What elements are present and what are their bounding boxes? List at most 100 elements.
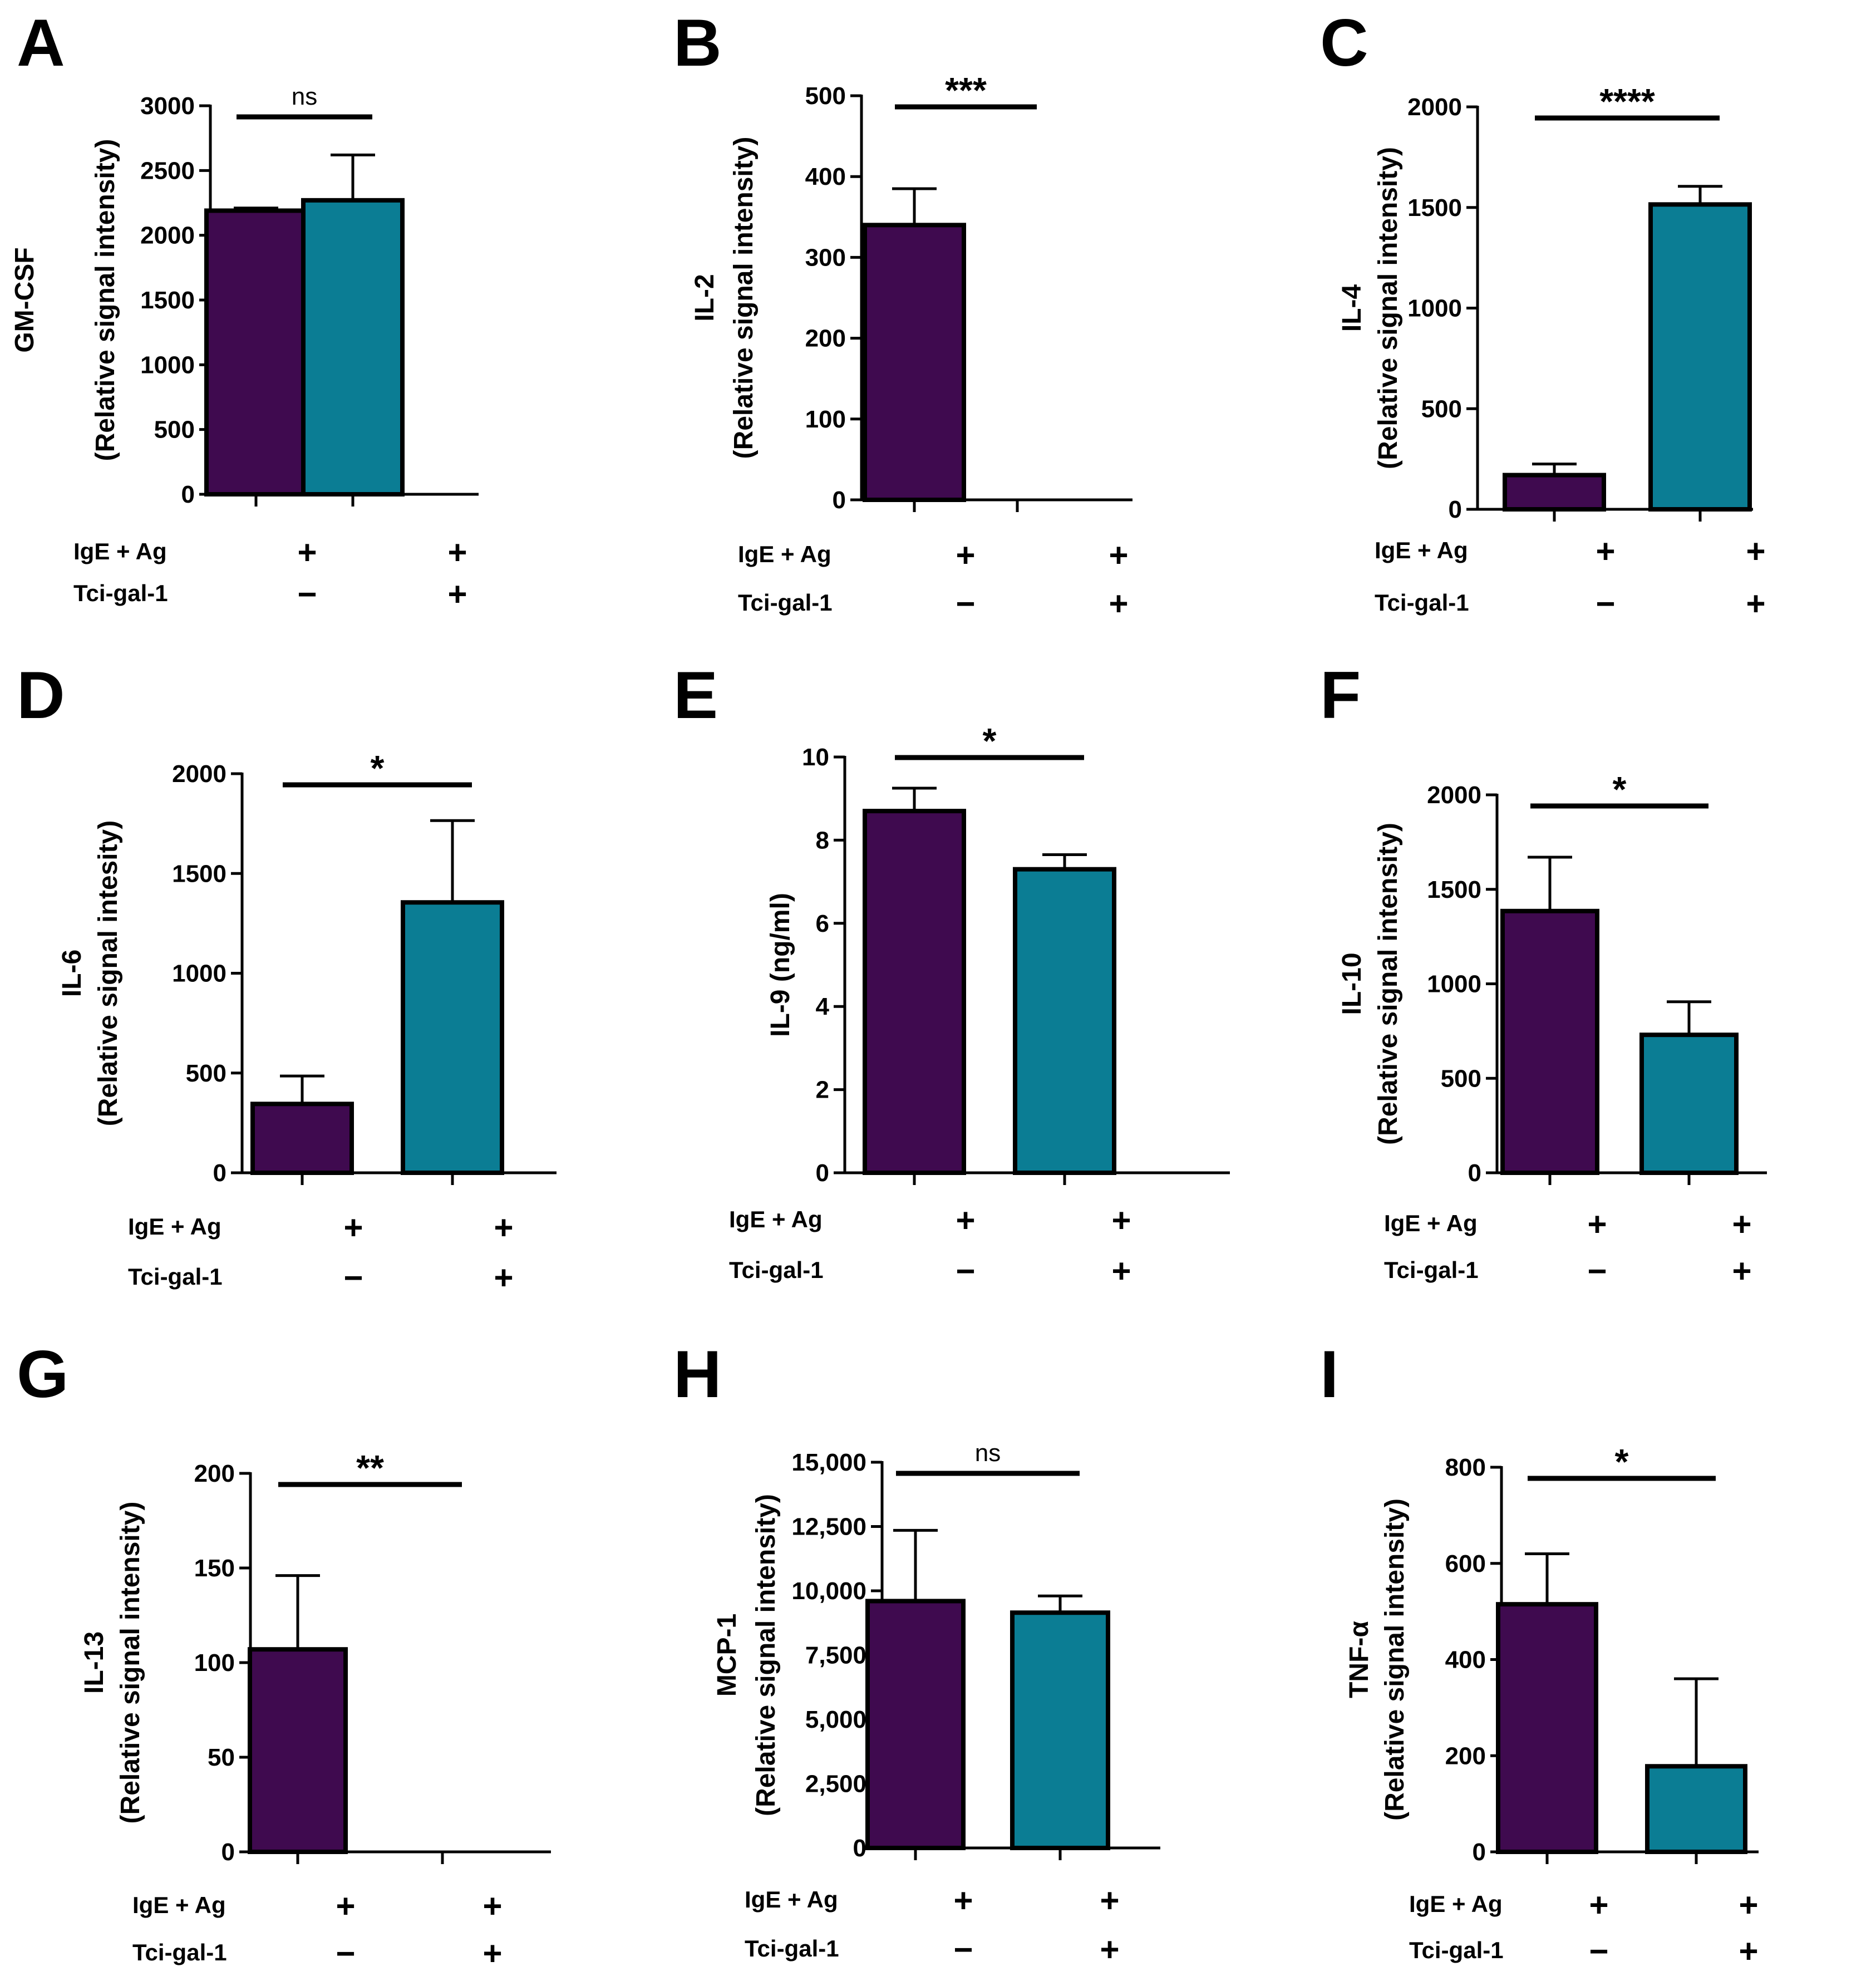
bar-treated <box>301 198 405 496</box>
significance-label: ** <box>356 1448 384 1488</box>
y-tick-label: 300 <box>805 244 846 271</box>
condition-label: IgE + Ag <box>1409 1891 1503 1917</box>
condition-sign: + <box>1739 1933 1758 1970</box>
y-tick-label: 200 <box>1445 1742 1486 1769</box>
condition-label: Tci-gal-1 <box>738 589 833 616</box>
condition-sign: + <box>343 1209 363 1246</box>
y-tick-label: 100 <box>194 1649 235 1677</box>
y-axis-label: IL-9 (ng/ml) <box>766 893 795 1037</box>
condition-sign: + <box>1746 533 1765 570</box>
panel-c: C IL-4 (Relative signal intensity) 0 500 1000… <box>1320 6 1766 622</box>
condition-sign: + <box>1746 585 1765 622</box>
y-tick-label: 2 <box>816 1076 829 1104</box>
y-tick-label: 600 <box>1445 1550 1486 1577</box>
condition-sign: − <box>956 585 975 622</box>
y-tick-label: 2000 <box>172 760 227 788</box>
y-tick-label: 0 <box>833 486 846 514</box>
y-axis-label: IL-13 <box>80 1631 109 1694</box>
condition-sign: − <box>1589 1933 1608 1970</box>
condition-sign: + <box>1100 1882 1119 1919</box>
y-tick-label: 4 <box>816 993 830 1020</box>
y-axis-label: (Relative signal intensity) <box>116 1502 145 1824</box>
y-tick-label: 7,500 <box>805 1642 866 1669</box>
y-tick-label: 800 <box>1445 1454 1486 1481</box>
y-tick-label: 0 <box>221 1838 235 1866</box>
condition-sign: + <box>1596 533 1615 570</box>
y-tick-label: 200 <box>194 1460 235 1487</box>
y-tick-label: 15,000 <box>791 1449 866 1476</box>
significance-label: * <box>371 748 385 788</box>
y-tick-label: 2000 <box>1407 94 1462 121</box>
y-axis-label: (Relative signal intesity) <box>93 820 123 1127</box>
condition-sign: − <box>336 1935 355 1972</box>
condition-sign: + <box>494 1209 513 1246</box>
bar-untreated <box>1496 1602 1598 1854</box>
condition-label: Tci-gal-1 <box>729 1257 824 1283</box>
bar-untreated <box>204 208 308 496</box>
condition-label: IgE + Ag <box>1384 1210 1478 1236</box>
panel-letter: E <box>673 658 718 733</box>
y-tick-label: 2500 <box>140 157 195 184</box>
y-axis-label: (Relative signal intensity) <box>1373 823 1403 1145</box>
panel-e: E IL-9 (ng/ml) 0 2 4 6 8 10 * IgE + Ag + + Tci-gal-1… <box>673 658 1230 1290</box>
significance-label: * <box>1613 769 1627 809</box>
y-axis-label: (Relative signal intensity) <box>91 139 120 461</box>
y-tick-label: 0 <box>1468 1159 1481 1187</box>
condition-sign: + <box>1739 1886 1758 1924</box>
y-tick-label: 10,000 <box>791 1577 866 1605</box>
condition-sign: + <box>297 534 317 571</box>
condition-sign: + <box>1732 1206 1751 1243</box>
y-tick-label: 1500 <box>1427 876 1481 903</box>
bar-untreated <box>250 1102 354 1176</box>
y-tick-label: 12,500 <box>791 1513 866 1541</box>
y-axis-label: IL-2 <box>690 274 720 321</box>
y-axis-label: (Relative signal intensity) <box>1373 147 1403 469</box>
y-axis-label: MCP-1 <box>712 1614 742 1697</box>
condition-label: Tci-gal-1 <box>1384 1257 1479 1283</box>
y-tick-label: 500 <box>1441 1065 1481 1092</box>
y-tick-label: 0 <box>181 481 195 508</box>
condition-sign: + <box>953 1882 973 1919</box>
panel-letter: B <box>673 6 722 80</box>
y-tick-label: 500 <box>805 82 846 110</box>
condition-label: IgE + Ag <box>745 1886 838 1913</box>
bar-untreated <box>863 223 966 502</box>
condition-label: IgE + Ag <box>1375 537 1468 563</box>
condition-sign: + <box>482 1887 502 1925</box>
bar-treated <box>1645 1764 1747 1854</box>
significance-label: **** <box>1599 81 1655 121</box>
significance-label: ns <box>975 1439 1001 1467</box>
condition-label: IgE + Ag <box>128 1213 221 1240</box>
y-tick-label: 1000 <box>172 960 227 987</box>
y-tick-label: 5,000 <box>805 1706 866 1733</box>
condition-sign: + <box>482 1935 502 1972</box>
condition-sign: + <box>1732 1252 1751 1290</box>
y-tick-label: 400 <box>1445 1646 1486 1674</box>
condition-label: IgE + Ag <box>738 541 831 567</box>
y-axis-label: IL-4 <box>1337 284 1367 332</box>
panel-letter: I <box>1320 1337 1338 1412</box>
bar-treated <box>1013 867 1116 1175</box>
condition-sign: + <box>1589 1886 1608 1924</box>
significance-label: * <box>1615 1442 1629 1482</box>
y-tick-label: 8 <box>816 827 829 854</box>
bar-treated <box>1639 1033 1739 1176</box>
condition-sign: + <box>447 576 467 613</box>
condition-sign: + <box>1109 585 1128 622</box>
bar-untreated <box>1500 908 1599 1175</box>
condition-label: IgE + Ag <box>729 1206 823 1232</box>
y-tick-label: 1000 <box>1427 971 1481 998</box>
condition-sign: + <box>1100 1931 1119 1968</box>
panel-letter: F <box>1320 658 1361 733</box>
y-axis-label: IL-6 <box>57 950 87 997</box>
y-tick-label: 50 <box>208 1744 235 1771</box>
condition-sign: − <box>956 1252 975 1290</box>
y-tick-label: 100 <box>805 406 846 433</box>
y-tick-label: 500 <box>154 416 195 444</box>
y-tick-label: 1500 <box>1407 194 1462 222</box>
panel-b: B IL-2 (Relative signal intensity) 0 100 200 3… <box>673 6 1133 622</box>
y-tick-label: 200 <box>805 325 846 352</box>
bar-treated <box>1648 202 1752 512</box>
y-tick-label: 2000 <box>140 222 195 249</box>
condition-sign: − <box>953 1931 973 1968</box>
